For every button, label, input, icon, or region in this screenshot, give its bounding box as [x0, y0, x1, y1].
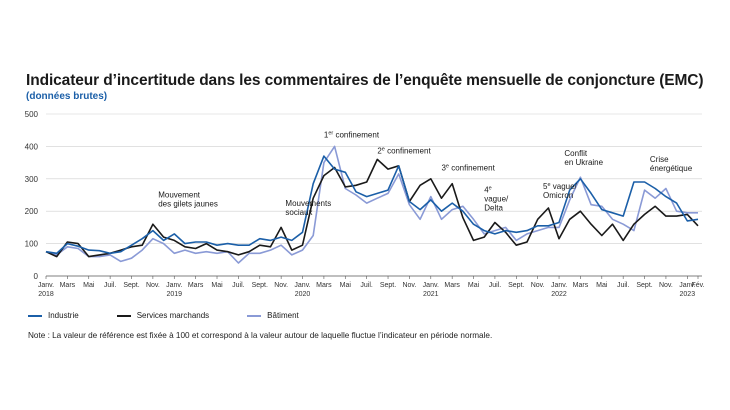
x-tick-label-31: Fév.: [691, 282, 704, 289]
x-tick-label-17: Nov.: [402, 282, 416, 289]
x-tick-label-24: Janv.: [551, 282, 567, 289]
chart-subtitle: (données brutes): [26, 91, 108, 102]
annotation-0-line-0: 1er confinement: [324, 130, 380, 139]
event-annotations: 1er confinement 2e confinement 3e confinem…: [158, 130, 692, 217]
y-tick-label-400: 400: [25, 142, 39, 151]
annotation-6-line-1: énergétique: [650, 164, 693, 173]
x-tick-label-23: Nov.: [531, 282, 545, 289]
series-line-industrie: [45, 155, 699, 255]
x-tick-label-14: Mai: [340, 282, 352, 289]
x-tick-label-9: Juil.: [232, 282, 245, 289]
x-tick-year-18: 2021: [423, 291, 439, 298]
x-tick-label-18: Janv.: [423, 282, 439, 289]
annotation-3-line-1: vague/: [484, 194, 509, 203]
x-tick-label-12: Janv.: [294, 282, 310, 289]
x-tick-label-4: Sept.: [123, 282, 139, 289]
annotation-7-line-0: Mouvement: [158, 190, 201, 199]
x-tick-label-20: Mai: [468, 282, 480, 289]
x-tick-label-16: Sept.: [380, 282, 396, 289]
x-tick-label-22: Sept.: [508, 282, 524, 289]
annotation-4-line-0: 5e vague/: [543, 182, 578, 191]
x-tick-label-21: Juil.: [489, 282, 502, 289]
gridlines: [46, 113, 702, 277]
x-tick-label-5: Nov.: [146, 282, 160, 289]
annotation-3-line-0: 4e: [484, 185, 492, 194]
x-tick-label-1: Mars: [60, 282, 76, 289]
chart-title: Indicateur d’incertitude dans les commen…: [26, 72, 704, 89]
x-tick-year-6: 2019: [166, 291, 182, 298]
annotation-2-line-0: 3e confinement: [441, 164, 495, 173]
series-line-services-marchands: [45, 158, 699, 258]
x-tick-label-8: Mai: [211, 282, 223, 289]
y-tick-label-500: 500: [25, 110, 39, 119]
series-line-b-timent: [45, 145, 698, 264]
legend-swatch-services-marchands: [116, 314, 131, 317]
x-tick-label-3: Juil.: [104, 282, 117, 289]
annotation-3-line-2: Delta: [484, 203, 503, 212]
x-tick-label-15: Juil.: [360, 282, 373, 289]
annotation-7-line-1: des gilets jaunes: [158, 199, 218, 208]
annotation-6-line-0: Crise: [650, 155, 669, 164]
legend-item-services-marchands: Services marchands: [116, 311, 210, 320]
x-tick-label-2: Mai: [83, 282, 95, 289]
series-lines: [45, 145, 699, 264]
x-tick-label-0: Janv.: [38, 282, 54, 289]
y-tick-label-300: 300: [25, 175, 39, 184]
legend-item-batiment: Bâtiment: [247, 311, 299, 320]
footnote: Note : La valeur de référence est fixée …: [28, 331, 493, 340]
legend-label-industrie: Industrie: [48, 311, 79, 320]
annotation-1-line-0: 2e confinement: [377, 147, 431, 156]
x-tick-label-29: Nov.: [659, 282, 673, 289]
x-axis: Janv. 2018 Mars Mai Juil. Sept. Nov. Janv. 2019 M…: [38, 276, 705, 298]
legend-swatch-industrie: [28, 314, 42, 317]
x-tick-year-24: 2022: [551, 291, 567, 298]
legend-item-industrie: Industrie: [28, 311, 79, 320]
x-tick-label-7: Mars: [188, 282, 204, 289]
x-tick-label-26: Mai: [596, 282, 608, 289]
x-tick-label-27: Juil.: [617, 282, 630, 289]
x-tick-label-6: Janv.: [166, 282, 182, 289]
x-tick-year-30: 2023: [680, 291, 696, 298]
annotation-5-line-0: Conflit: [564, 149, 587, 158]
x-tick-label-10: Sept.: [252, 282, 268, 289]
x-tick-label-19: Mars: [444, 282, 460, 289]
y-tick-label-100: 100: [25, 240, 39, 249]
x-tick-label-11: Nov.: [274, 282, 288, 289]
y-tick-label-200: 200: [25, 207, 39, 216]
x-tick-label-13: Mars: [316, 282, 332, 289]
legend-swatch-batiment: [247, 314, 262, 317]
annotation-4-line-1: Omicron: [543, 191, 573, 200]
annotation-8-line-1: sociaux: [285, 208, 312, 217]
y-axis: 0 100 200 300 400 500: [25, 110, 39, 281]
legend-label-services-marchands: Services marchands: [136, 311, 210, 320]
x-tick-label-30: Janv.: [679, 282, 695, 289]
x-tick-year-0: 2018: [38, 291, 54, 298]
x-tick-year-12: 2020: [295, 291, 311, 298]
x-tick-label-28: Sept.: [636, 282, 652, 289]
annotation-5-line-1: en Ukraine: [564, 158, 603, 167]
annotation-8-line-0: Mouvements: [285, 199, 331, 208]
legend-label-batiment: Bâtiment: [267, 311, 299, 320]
legend: Industrie Services marchands Bâtiment: [28, 311, 337, 320]
x-tick-label-25: Mars: [573, 282, 589, 289]
y-tick-label-0: 0: [34, 272, 39, 281]
